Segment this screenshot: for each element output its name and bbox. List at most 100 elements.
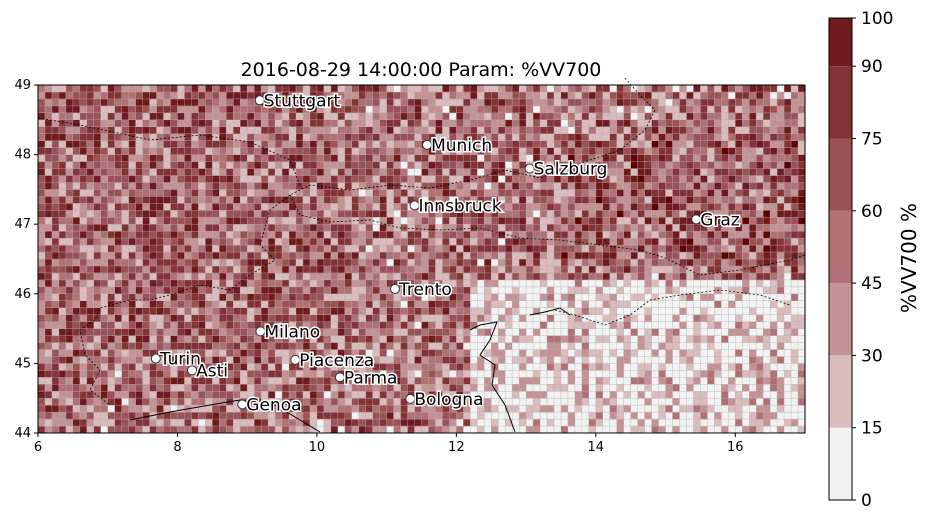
heatmap-cell [393,231,401,239]
heatmap-cell [693,182,701,190]
heatmap-cell [302,126,311,134]
heatmap-cell [714,203,722,211]
heatmap-cell [644,279,652,288]
heatmap-cell [86,412,94,420]
heatmap-cell [65,196,74,204]
heatmap-cell [609,321,617,329]
heatmap-cell [365,412,373,420]
heatmap-cell [477,342,485,350]
heatmap-cell [463,370,471,378]
heatmap-cell [728,342,736,350]
heatmap-cell [86,175,94,183]
heatmap-cell [686,265,694,274]
heatmap-cell [93,356,101,364]
heatmap-cell [351,349,359,357]
heatmap-cell [316,307,325,315]
heatmap-cell [114,133,122,141]
heatmap-cell [798,196,806,204]
heatmap-cell [44,398,53,406]
heatmap-cell [72,231,81,239]
heatmap-cell [791,286,799,294]
heatmap-cell [770,363,778,371]
heatmap-cell [791,307,799,315]
heatmap-cell [484,154,492,162]
heatmap-cell [400,231,408,239]
heatmap-cell [526,412,534,420]
heatmap-cell [268,140,276,148]
heatmap-cell [560,252,569,260]
heatmap-cell [721,272,729,281]
heatmap-cell [93,189,101,197]
heatmap-cell [609,286,617,294]
heatmap-cell [505,391,513,399]
heatmap-cell [721,314,729,322]
heatmap-cell [93,286,101,294]
heatmap-cell [400,398,408,406]
heatmap-cell [435,217,443,225]
heatmap-cell [386,405,394,413]
heatmap-cell [540,293,548,301]
heatmap-cell [344,189,352,197]
heatmap-cell [212,259,220,267]
heatmap-cell [184,217,192,225]
heatmap-cell [282,154,290,162]
heatmap-cell [51,161,60,169]
heatmap-cell [784,175,792,183]
heatmap-cell [595,286,603,294]
heatmap-cell [114,140,122,148]
heatmap-cell [714,245,722,253]
heatmap-cell [337,196,345,204]
heatmap-cell [219,349,227,357]
heatmap-cell [295,335,304,343]
heatmap-cell [379,349,387,357]
heatmap-cell [777,370,785,378]
heatmap-cell [540,140,548,148]
heatmap-cell [574,231,583,239]
heatmap-cell [791,210,799,218]
heatmap-cell [763,356,771,364]
heatmap-cell [526,119,534,127]
heatmap-cell [72,405,81,413]
heatmap-cell [316,252,325,260]
heatmap-cell [763,217,771,225]
heatmap-cell [316,370,325,378]
heatmap-cell [191,377,199,385]
heatmap-cell [233,133,241,141]
heatmap-cell [574,154,583,162]
heatmap-cell [205,154,213,162]
heatmap-cell [581,245,590,253]
heatmap-cell [707,272,715,281]
heatmap-cell [121,335,129,343]
heatmap-cell [309,426,318,434]
heatmap-cell [693,391,701,399]
heatmap-cell [344,398,352,406]
heatmap-cell [365,419,373,427]
heatmap-cell [65,259,74,267]
heatmap-cell [142,210,150,218]
heatmap-cell [240,168,248,176]
heatmap-cell [72,391,81,399]
heatmap-cell [309,391,318,399]
heatmap-cell [268,426,276,434]
heatmap-cell [170,391,178,399]
heatmap-cell [435,119,443,127]
heatmap-cell [574,119,583,127]
heatmap-cell [477,196,485,204]
heatmap-cell [337,182,345,190]
heatmap-cell [198,175,206,183]
heatmap-cell [282,119,290,127]
heatmap-cell [749,377,757,385]
heatmap-cell [316,196,325,204]
heatmap-cell [289,265,297,274]
heatmap-cell [407,300,415,308]
heatmap-cell [121,168,129,176]
heatmap-cell [379,300,387,308]
heatmap-cell [275,265,283,274]
heatmap-cell [170,259,178,267]
heatmap-cell [268,384,276,392]
heatmap-cell [344,203,352,211]
heatmap-cell [700,286,708,294]
heatmap-cell [268,259,276,267]
heatmap-cell [749,175,757,183]
heatmap-cell [791,224,799,232]
